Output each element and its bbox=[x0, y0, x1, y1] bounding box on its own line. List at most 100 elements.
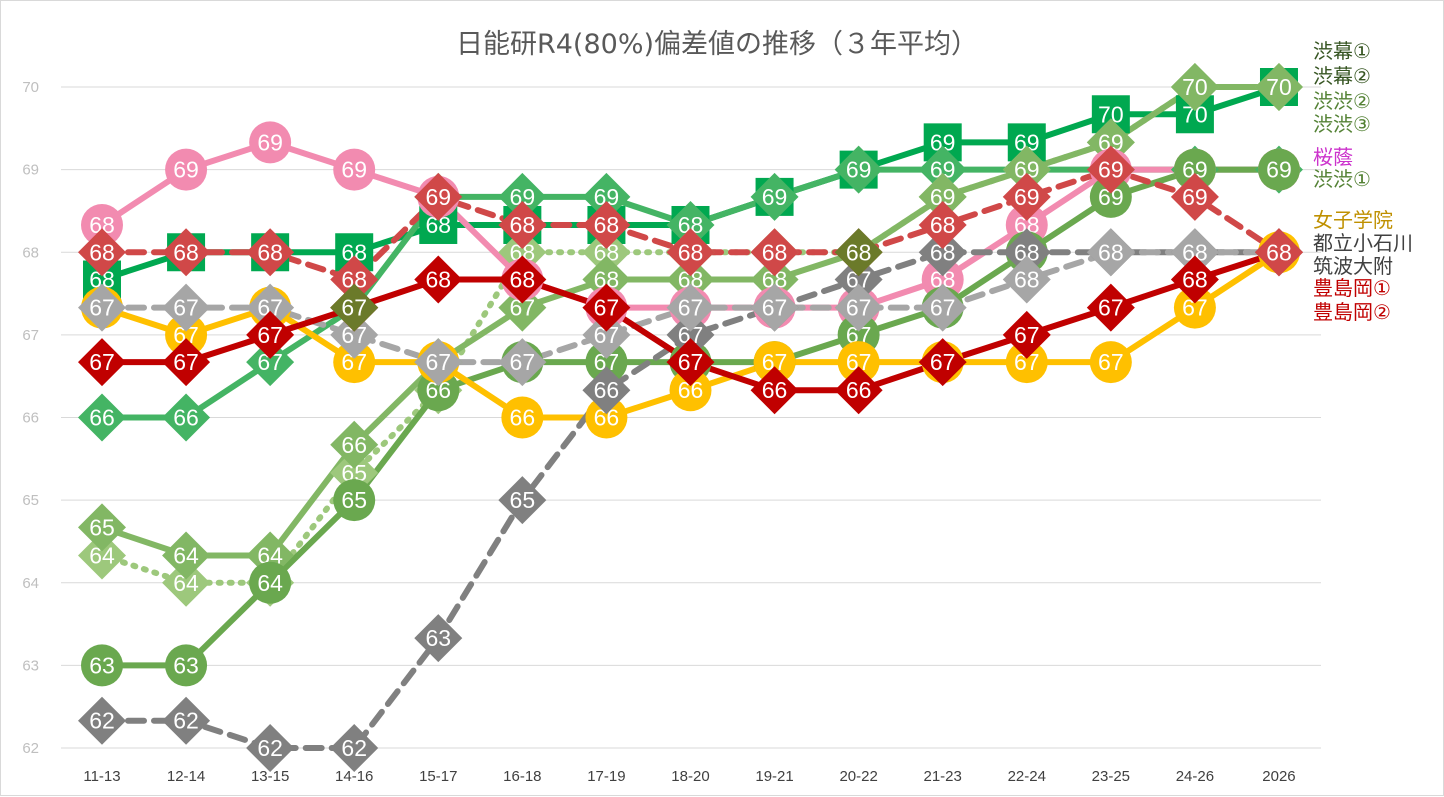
data-label: 69 bbox=[846, 157, 872, 183]
data-label: 67 bbox=[173, 349, 199, 375]
y-tick-label: 70 bbox=[22, 79, 39, 96]
data-point bbox=[246, 338, 295, 387]
data-point bbox=[330, 283, 379, 332]
data-point bbox=[666, 200, 715, 249]
data-label: 70 bbox=[1266, 74, 1292, 100]
series-5-point: 65 bbox=[333, 479, 376, 522]
y-tick-label: 66 bbox=[22, 410, 39, 427]
x-tick-label: 23-25 bbox=[1092, 768, 1130, 785]
series-6-point: 67 bbox=[753, 341, 796, 384]
data-label: 67 bbox=[89, 295, 115, 321]
series-9-point: 67 bbox=[1086, 283, 1135, 332]
data-point bbox=[834, 255, 883, 304]
data-label: 65 bbox=[510, 487, 536, 513]
series-1-point: 66 bbox=[78, 393, 126, 442]
series-9-point: 67 bbox=[582, 283, 631, 332]
series-7-point: 62 bbox=[246, 724, 295, 772]
series-8-point: 67 bbox=[246, 283, 295, 332]
series-3-point: 70 bbox=[1254, 63, 1303, 111]
data-point bbox=[1173, 286, 1216, 329]
data-point bbox=[918, 283, 967, 332]
data-point bbox=[582, 283, 631, 332]
data-point bbox=[165, 313, 208, 356]
data-label: 69 bbox=[257, 129, 283, 155]
data-point bbox=[498, 200, 547, 249]
data-label: 69 bbox=[341, 157, 367, 183]
y-tick-label: 67 bbox=[22, 327, 39, 344]
data-point bbox=[78, 338, 126, 387]
x-tick-label: 15-17 bbox=[419, 768, 457, 785]
data-point bbox=[666, 338, 715, 387]
data-label: 66 bbox=[594, 377, 620, 403]
data-label: 66 bbox=[846, 377, 872, 403]
legend-label-1: 渋幕② bbox=[1313, 64, 1371, 88]
data-point bbox=[414, 172, 463, 221]
data-point bbox=[1002, 255, 1051, 304]
y-tick-label: 63 bbox=[22, 657, 39, 674]
data-point bbox=[246, 228, 295, 277]
data-point bbox=[918, 200, 967, 249]
series-9-point: 67 bbox=[666, 338, 715, 387]
series-7-point: 68 bbox=[918, 228, 967, 277]
data-label: 68 bbox=[930, 212, 956, 238]
legend-label-2: 渋渋② bbox=[1313, 89, 1371, 113]
data-point bbox=[330, 255, 379, 304]
series-1-point: 69 bbox=[498, 172, 547, 221]
olive-point: 68 bbox=[834, 228, 883, 277]
data-point bbox=[162, 338, 211, 387]
data-label: 67 bbox=[510, 349, 536, 375]
data-point bbox=[246, 310, 295, 359]
data-point bbox=[1002, 172, 1051, 221]
series-6-point: 67 bbox=[1089, 341, 1132, 384]
series-10-point: 68 bbox=[1254, 228, 1303, 277]
data-label: 67 bbox=[1014, 322, 1040, 348]
series-8-point: 68 bbox=[1170, 228, 1219, 277]
series-8-point: 67 bbox=[498, 338, 547, 387]
data-point bbox=[78, 503, 126, 552]
data-point bbox=[333, 479, 376, 522]
data-point bbox=[81, 644, 123, 687]
data-point bbox=[582, 310, 631, 359]
series-1-point: 69 bbox=[834, 145, 883, 194]
legend-label-10: 豊島岡② bbox=[1313, 300, 1391, 324]
data-point bbox=[1170, 172, 1219, 221]
data-point bbox=[498, 338, 547, 387]
data-point bbox=[1170, 228, 1219, 277]
series-4-point: 69 bbox=[333, 148, 376, 191]
data-point bbox=[1089, 341, 1132, 384]
data-label: 68 bbox=[89, 239, 115, 265]
data-label: 68 bbox=[425, 267, 451, 293]
series-9-point: 67 bbox=[246, 310, 295, 359]
data-point bbox=[249, 121, 292, 164]
data-point bbox=[1086, 145, 1135, 194]
data-label: 64 bbox=[173, 542, 199, 568]
series-6-point: 67 bbox=[1005, 341, 1048, 384]
x-tick-label: 24-26 bbox=[1176, 768, 1214, 785]
data-point bbox=[165, 644, 208, 687]
data-point bbox=[498, 255, 547, 304]
series-9-point: 68 bbox=[498, 255, 547, 304]
series-10-point: 69 bbox=[414, 172, 463, 221]
series-8-point: 68 bbox=[1002, 255, 1051, 304]
series-1-point: 69 bbox=[750, 172, 799, 221]
grid-lines bbox=[61, 86, 1321, 749]
data-label: 68 bbox=[510, 267, 536, 293]
x-tick-label: 14-16 bbox=[335, 768, 373, 785]
y-axis-ticks: 62 63 64 65 66 67 68 69 70 bbox=[22, 79, 39, 757]
data-point bbox=[918, 338, 967, 387]
data-label: 68 bbox=[678, 239, 704, 265]
data-point bbox=[162, 393, 211, 442]
data-point bbox=[834, 283, 883, 332]
series-8-point: 67 bbox=[750, 283, 799, 332]
data-point bbox=[750, 172, 799, 221]
data-point bbox=[414, 338, 463, 387]
data-point bbox=[330, 310, 379, 359]
data-label: 67 bbox=[257, 322, 283, 348]
series-10-point: 69 bbox=[1170, 172, 1219, 221]
data-label: 69 bbox=[1098, 157, 1124, 183]
data-point bbox=[834, 366, 883, 415]
series-9-point: 66 bbox=[834, 366, 883, 415]
